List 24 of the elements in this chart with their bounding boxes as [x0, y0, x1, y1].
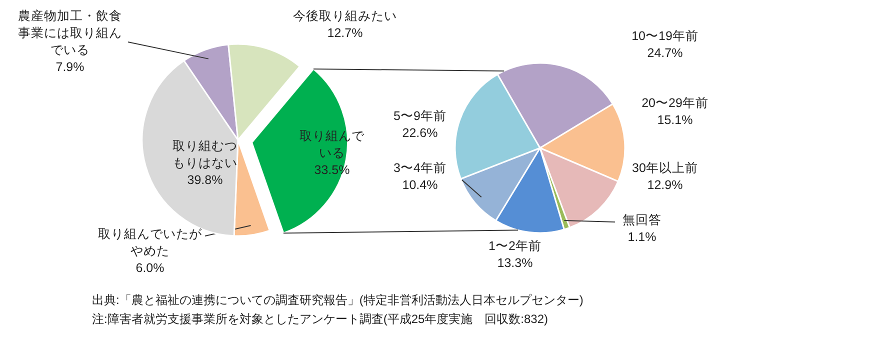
slice-label: 30年以上前: [631, 160, 699, 177]
slice-label: 5〜9年前: [392, 108, 448, 125]
data-label: 13.3%: [496, 255, 534, 272]
slice-label: 取り組んでいたがやめた: [97, 226, 203, 260]
data-label: 15.1%: [656, 112, 694, 129]
slice-label: 20〜29年前: [640, 95, 710, 112]
data-label: 22.6%: [401, 125, 439, 142]
slice-label: 3〜4年前: [392, 160, 448, 177]
data-label: 1.1%: [626, 229, 658, 246]
data-label: 10.4%: [401, 177, 439, 194]
slice-label: 無回答: [622, 212, 662, 229]
data-label: 12.7%: [326, 25, 364, 42]
slice-label: 取り組むつもりはない: [172, 138, 238, 172]
data-label: 39.8%: [186, 172, 224, 189]
text: 注:障害者就労支援事業所を対象としたアンケート調査(平成25年度実施 回収数:832): [92, 311, 548, 328]
slice-label: 今後取り組みたい: [292, 8, 398, 25]
data-label: 7.9%: [54, 59, 86, 76]
data-label: 12.9%: [646, 177, 684, 194]
source-note: 出典:「農と福祉の連携についての調査研究報告」(特定非営利活動法人日本セルプセンター): [92, 292, 584, 309]
slice-label: 農産物加工・飲食事業には取り組んでいる: [17, 8, 123, 59]
slice-label: 10〜19年前: [630, 28, 700, 45]
data-label: 24.7%: [646, 45, 684, 62]
data-label: 6.0%: [134, 260, 166, 277]
slice-label: 1〜2年前: [488, 238, 542, 255]
